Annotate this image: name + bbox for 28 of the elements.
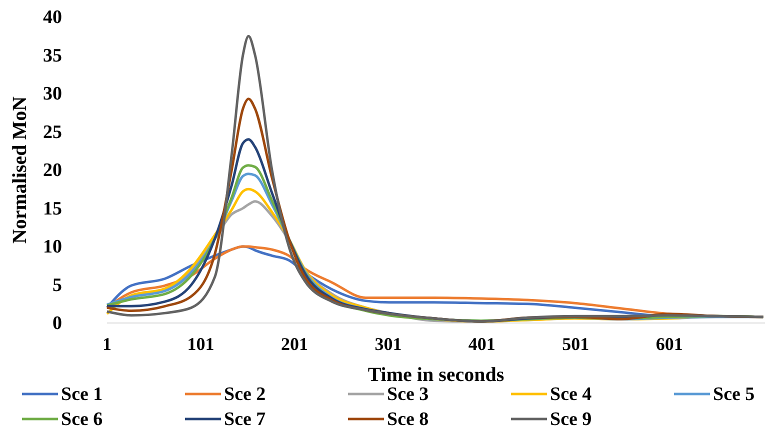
- x-tick-label: 1: [102, 334, 112, 354]
- x-tick-label: 601: [656, 334, 683, 354]
- x-tick-label: 401: [468, 334, 496, 354]
- legend-label: Sce 8: [387, 409, 429, 430]
- legend-label: Sce 5: [713, 384, 755, 405]
- x-tick-label: 501: [562, 334, 590, 354]
- legend-label: Sce 9: [550, 409, 592, 430]
- x-tick-label: 301: [374, 334, 402, 354]
- y-tick-label: 40: [43, 7, 62, 28]
- x-axis-title: Time in seconds: [368, 364, 504, 386]
- y-tick-label: 35: [43, 45, 62, 66]
- legend-label: Sce 1: [61, 384, 103, 405]
- y-tick-label: 30: [43, 84, 62, 105]
- y-tick-label: 10: [43, 236, 62, 258]
- legend-label: Sce 6: [61, 409, 103, 430]
- legend-label: Sce 3: [387, 384, 429, 405]
- y-tick-label: 25: [43, 122, 62, 143]
- x-tick-label: 201: [280, 334, 308, 354]
- y-axis-title: Normalised MoN: [9, 96, 31, 244]
- line-series: [106, 34, 764, 323]
- y-tick-label: 15: [43, 198, 62, 220]
- y-tick-label: 20: [43, 160, 62, 182]
- x-tick-label: 101: [187, 334, 214, 354]
- y-tick-label: 5: [52, 274, 62, 296]
- y-tick-label: 0: [52, 313, 62, 334]
- legend-label: Sce 7: [224, 409, 266, 430]
- legend-label: Sce 4: [550, 384, 592, 405]
- legend-label: Sce 2: [224, 384, 266, 405]
